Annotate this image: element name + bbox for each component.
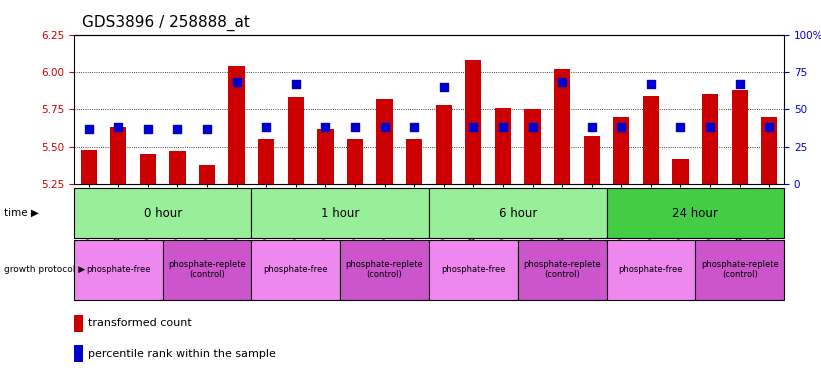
Text: phosphate-free: phosphate-free xyxy=(86,265,150,274)
Bar xyxy=(251,188,429,238)
Text: GDS3896 / 258888_at: GDS3896 / 258888_at xyxy=(82,15,250,31)
Bar xyxy=(613,117,630,184)
Text: percentile rank within the sample: percentile rank within the sample xyxy=(88,349,276,359)
Bar xyxy=(228,66,245,184)
Point xyxy=(348,124,361,131)
Point xyxy=(763,124,776,131)
Point xyxy=(674,124,687,131)
Text: phosphate-free: phosphate-free xyxy=(264,265,328,274)
Point xyxy=(585,124,599,131)
Text: phosphate-free: phosphate-free xyxy=(619,265,683,274)
Point xyxy=(644,81,658,87)
Text: time ▶: time ▶ xyxy=(4,208,39,218)
Bar xyxy=(169,151,186,184)
Bar xyxy=(695,240,784,300)
Point xyxy=(259,124,273,131)
Point xyxy=(526,124,539,131)
Text: phosphate-replete
(control): phosphate-replete (control) xyxy=(346,260,424,280)
Point xyxy=(319,124,332,131)
Bar xyxy=(317,129,333,184)
Text: 1 hour: 1 hour xyxy=(321,207,360,220)
Text: phosphate-replete
(control): phosphate-replete (control) xyxy=(701,260,778,280)
Point xyxy=(230,79,243,86)
Text: 24 hour: 24 hour xyxy=(672,207,718,220)
Point xyxy=(171,126,184,132)
Bar xyxy=(199,165,215,184)
Point xyxy=(467,124,480,131)
Bar xyxy=(761,117,777,184)
Point xyxy=(289,81,302,87)
Bar xyxy=(163,240,251,300)
Bar xyxy=(436,105,452,184)
Point xyxy=(112,124,125,131)
Bar xyxy=(74,314,83,332)
Bar xyxy=(518,240,607,300)
Point xyxy=(615,124,628,131)
Bar xyxy=(607,188,784,238)
Bar xyxy=(525,109,541,184)
Point xyxy=(438,84,451,90)
Bar xyxy=(74,240,163,300)
Point xyxy=(141,126,154,132)
Bar xyxy=(377,99,392,184)
Point xyxy=(497,124,510,131)
Text: phosphate-replete
(control): phosphate-replete (control) xyxy=(523,260,601,280)
Bar xyxy=(495,108,511,184)
Text: 0 hour: 0 hour xyxy=(144,207,181,220)
Bar xyxy=(607,240,695,300)
Text: 6 hour: 6 hour xyxy=(498,207,537,220)
Bar xyxy=(110,127,126,184)
Text: transformed count: transformed count xyxy=(88,318,192,328)
Text: phosphate-replete
(control): phosphate-replete (control) xyxy=(168,260,246,280)
Point xyxy=(556,79,569,86)
Bar xyxy=(702,94,718,184)
Bar xyxy=(429,240,518,300)
Bar xyxy=(466,60,481,184)
Bar xyxy=(287,98,304,184)
Bar xyxy=(584,136,600,184)
Point xyxy=(200,126,213,132)
Bar xyxy=(406,139,422,184)
Bar xyxy=(429,188,607,238)
Text: growth protocol ▶: growth protocol ▶ xyxy=(4,265,85,274)
Point xyxy=(378,124,391,131)
Bar xyxy=(554,69,571,184)
Bar xyxy=(672,159,689,184)
Bar xyxy=(80,150,97,184)
Point xyxy=(82,126,95,132)
Bar xyxy=(340,240,429,300)
Text: phosphate-free: phosphate-free xyxy=(441,265,506,274)
Bar xyxy=(643,96,659,184)
Point xyxy=(733,81,746,87)
Bar xyxy=(258,139,274,184)
Point xyxy=(407,124,420,131)
Point xyxy=(704,124,717,131)
Bar xyxy=(74,345,83,362)
Bar xyxy=(346,139,363,184)
Bar xyxy=(251,240,340,300)
Bar xyxy=(732,90,748,184)
Bar xyxy=(140,154,156,184)
Bar xyxy=(74,188,251,238)
